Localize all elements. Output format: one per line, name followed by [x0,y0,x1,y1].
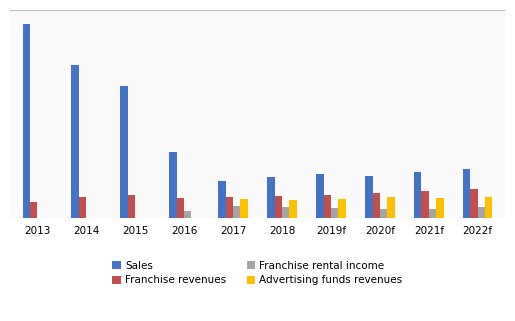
Bar [218,181,226,218]
Bar [184,211,192,218]
Bar [233,206,241,218]
Bar [387,197,394,218]
Bar [414,172,421,218]
Bar [226,197,233,218]
Bar [380,209,387,218]
Bar [436,198,443,218]
Bar [470,189,478,218]
Bar [177,198,184,218]
Bar [274,196,282,218]
Bar [121,86,128,218]
Bar [316,175,323,218]
Bar [365,176,372,218]
Bar [485,197,492,218]
Bar [72,65,79,218]
Bar [323,195,331,218]
Bar [331,208,338,218]
Bar [23,23,30,218]
Bar [30,202,37,218]
Bar [372,193,380,218]
Bar [421,191,429,218]
Bar [267,177,274,218]
Bar [79,197,86,218]
Bar [169,152,177,218]
Bar [289,199,297,218]
Bar [282,207,289,218]
Bar [241,199,248,218]
Legend: Sales, Franchise revenues, Franchise rental income, Advertising funds revenues: Sales, Franchise revenues, Franchise ren… [112,261,403,285]
Bar [338,199,346,218]
Bar [463,169,470,218]
Bar [128,195,135,218]
Bar [429,209,436,218]
Bar [478,207,485,218]
